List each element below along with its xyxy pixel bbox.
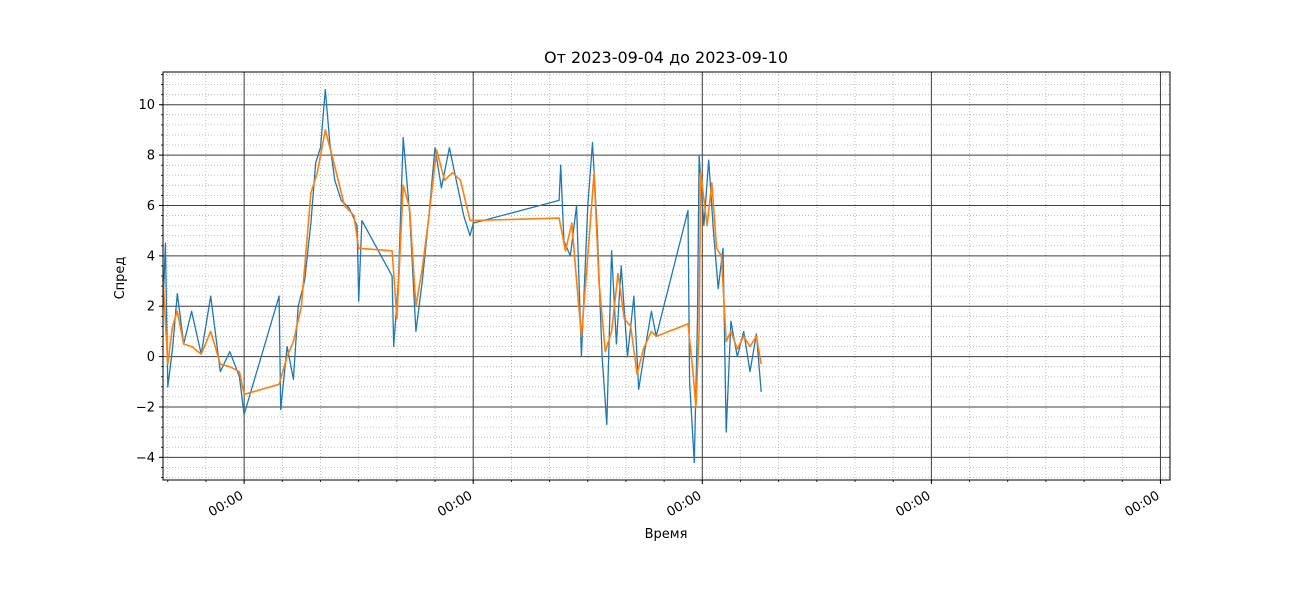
y-tick-label: 10 xyxy=(138,98,155,113)
y-tick-label: −4 xyxy=(136,451,155,466)
x-axis: 00:00 00:00 00:00 00:00 00:00 xyxy=(167,480,1163,520)
major-grid xyxy=(163,72,1170,480)
x-tick-label: 00:00 xyxy=(435,488,475,520)
y-tick-label: 6 xyxy=(147,199,155,214)
x-axis-title: Время xyxy=(645,527,688,542)
y-axis: −4 −2 0 2 4 6 8 10 xyxy=(136,74,163,478)
minor-grid xyxy=(163,72,1170,480)
x-tick-label: 00:00 xyxy=(893,488,933,520)
x-tick-label: 00:00 xyxy=(206,488,246,520)
series-layer xyxy=(162,88,762,464)
y-tick-label: −2 xyxy=(136,400,155,415)
series-line-2 xyxy=(162,129,762,408)
y-tick-label: 2 xyxy=(147,300,155,315)
y-tick-label: 8 xyxy=(147,149,155,164)
y-axis-title: Спред xyxy=(113,257,128,300)
x-tick-label: 00:00 xyxy=(664,488,704,520)
chart-title: От 2023-09-04 до 2023-09-10 xyxy=(544,48,788,67)
y-tick-label: 4 xyxy=(147,249,155,264)
y-tick-label: 0 xyxy=(147,350,155,365)
x-tick-label: 00:00 xyxy=(1123,488,1163,520)
